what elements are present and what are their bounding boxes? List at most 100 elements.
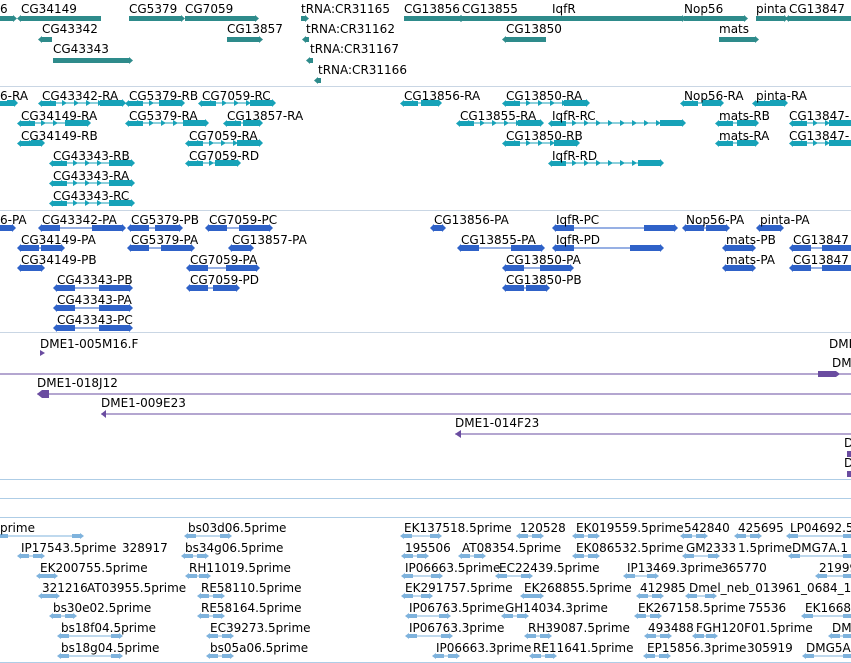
feature-arrow[interactable]	[576, 139, 580, 147]
est-label[interactable]: bs05a06.5prime	[210, 641, 309, 655]
feature-arrow[interactable]	[495, 573, 499, 579]
feature-bar[interactable]	[499, 574, 507, 578]
feature-arrow[interactable]	[458, 553, 462, 559]
feature-bar[interactable]	[439, 614, 447, 618]
feature-arrow[interactable]	[186, 264, 190, 272]
gene-label[interactable]: tRNA:CR31166	[318, 63, 407, 77]
mrna-label[interactable]: CG7059-RD	[189, 149, 260, 163]
feature-arrow[interactable]	[755, 36, 759, 43]
feature-arrow[interactable]	[538, 100, 543, 106]
feature-arrow[interactable]	[644, 160, 649, 166]
feature-bar[interactable]	[660, 634, 668, 638]
feature-bar[interactable]	[109, 180, 131, 186]
feature-arrow[interactable]	[548, 120, 552, 127]
feature-bar[interactable]	[222, 654, 230, 658]
feature-arrow[interactable]	[802, 653, 806, 659]
feature-arrow[interactable]	[223, 120, 227, 127]
feature-bar[interactable]	[474, 554, 482, 558]
feature-arrow[interactable]	[401, 573, 405, 579]
feature-bar[interactable]	[57, 325, 75, 331]
feature-arrow[interactable]	[125, 120, 129, 127]
feature-bar[interactable]	[506, 265, 524, 271]
feature-arrow[interactable]	[739, 140, 744, 146]
feature-arrow[interactable]	[62, 100, 67, 106]
gene-label[interactable]: CG43342	[42, 22, 98, 36]
feature-arrow[interactable]	[801, 120, 806, 126]
feature-bar[interactable]	[53, 161, 67, 166]
feature-arrow[interactable]	[85, 180, 90, 186]
feature-arrow[interactable]	[682, 224, 686, 232]
cds-label[interactable]: CG13850-PA	[506, 253, 581, 267]
feature-arrow[interactable]	[209, 160, 214, 166]
clone-marker[interactable]	[455, 430, 461, 438]
feature-arrow[interactable]	[61, 200, 66, 206]
feature-arrow[interactable]	[680, 100, 684, 107]
feature-arrow[interactable]	[234, 100, 239, 106]
feature-bar[interactable]	[686, 225, 704, 231]
feature-arrow[interactable]	[131, 159, 135, 167]
feature-arrow[interactable]	[456, 120, 460, 127]
feature-bar[interactable]	[506, 101, 520, 106]
feature-bar[interactable]	[21, 16, 101, 21]
est-label[interactable]: EK291757.5prime	[405, 581, 513, 595]
cds-label[interactable]: CG13847	[793, 233, 849, 247]
feature-arrow[interactable]	[722, 264, 726, 272]
feature-bar[interactable]	[239, 225, 269, 231]
feature-arrow[interactable]	[73, 160, 78, 166]
feature-arrow[interactable]	[246, 100, 251, 106]
feature-bar[interactable]	[48, 594, 56, 598]
feature-arrow[interactable]	[734, 533, 738, 539]
feature-arrow[interactable]	[129, 57, 133, 64]
feature-arrow[interactable]	[247, 120, 252, 126]
cds-label[interactable]: CG43343-PA	[57, 293, 132, 307]
feature-arrow[interactable]	[50, 100, 55, 106]
feature-arrow[interactable]	[185, 140, 189, 147]
feature-arrow[interactable]	[529, 573, 533, 579]
feature-bar[interactable]	[21, 554, 29, 558]
feature-bar[interactable]	[806, 654, 814, 658]
feature-arrow[interactable]	[546, 284, 550, 292]
feature-bar[interactable]	[805, 614, 813, 618]
feature-bar[interactable]	[129, 101, 143, 106]
feature-arrow[interactable]	[86, 100, 91, 106]
gene-label[interactable]: CG34149	[21, 2, 77, 16]
feature-arrow[interactable]	[429, 593, 433, 599]
clone-marker[interactable]	[37, 390, 49, 398]
est-label[interactable]: RE58164.5prime	[201, 601, 302, 615]
feature-bar[interactable]	[131, 245, 149, 251]
feature-arrow[interactable]	[401, 553, 405, 559]
feature-bar[interactable]	[33, 554, 41, 558]
est-label[interactable]: IP06663.3prime	[436, 641, 532, 655]
cds-label[interactable]: CG43343-PC	[57, 313, 133, 327]
est-label[interactable]: 425695	[738, 521, 784, 535]
feature-arrow[interactable]	[596, 120, 601, 126]
cds-label[interactable]: CG13847	[793, 253, 849, 267]
feature-bar[interactable]	[431, 574, 439, 578]
gene-label[interactable]: CG13857	[227, 22, 283, 36]
feature-bar[interactable]	[789, 16, 851, 21]
feature-arrow[interactable]	[127, 224, 131, 232]
feature-arrow[interactable]	[789, 140, 793, 147]
feature-arrow[interactable]	[560, 160, 565, 166]
feature-bar[interactable]	[65, 120, 87, 126]
feature-arrow[interactable]	[53, 304, 57, 312]
feature-bar[interactable]	[588, 534, 596, 538]
feature-arrow[interactable]	[574, 100, 579, 106]
feature-arrow[interactable]	[502, 36, 506, 43]
est-label[interactable]: EK267158.5prime	[638, 601, 746, 615]
feature-arrow[interactable]	[49, 180, 53, 187]
feature-arrow[interactable]	[801, 613, 805, 619]
feature-arrow[interactable]	[109, 160, 114, 166]
feature-arrow[interactable]	[272, 99, 276, 107]
feature-arrow[interactable]	[644, 120, 649, 126]
feature-bar[interactable]	[552, 161, 566, 166]
feature-arrow[interactable]	[197, 140, 202, 146]
feature-arrow[interactable]	[17, 15, 21, 22]
feature-bar[interactable]	[770, 100, 784, 106]
clone-label[interactable]: DMI	[829, 337, 851, 351]
feature-bar[interactable]	[659, 654, 667, 658]
feature-arrow[interactable]	[572, 160, 577, 166]
est-label[interactable]: EC39273.5prime	[210, 621, 311, 635]
feature-bar[interactable]	[421, 100, 438, 106]
feature-bar[interactable]	[161, 245, 191, 251]
